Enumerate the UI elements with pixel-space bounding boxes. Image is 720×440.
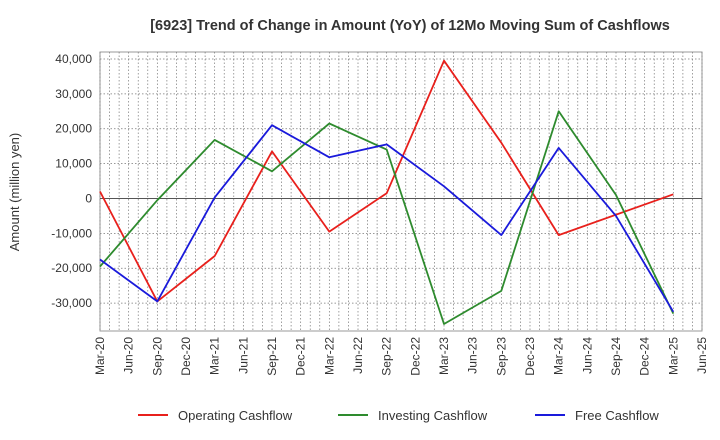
series-lines: [99, 59, 675, 325]
series-line-investing-cashflow: [99, 110, 675, 325]
x-tick-label: Sep-24: [609, 337, 623, 376]
y-tick-label: -20,000: [51, 261, 92, 275]
legend: Operating Cashflow Investing Cashflow Free…: [138, 408, 659, 423]
x-tick-label: Sep-20: [150, 337, 164, 376]
chart-title: [6923] Trend of Change in Amount (YoY) o…: [150, 18, 670, 34]
x-tick-label: Jun-20: [122, 337, 136, 374]
x-tick-label: Sep-23: [494, 337, 508, 376]
x-tick-labels: Mar-20 Jun-20 Sep-20 Dec-20 Mar-21 Jun-21 Sep-…: [93, 337, 709, 376]
x-tick-label: Jun-24: [580, 337, 594, 374]
x-tick-label: Dec-24: [638, 337, 652, 376]
x-tick-label: Dec-23: [523, 337, 537, 376]
y-axis-label: Amount (million yen): [7, 133, 22, 252]
y-tick-label: 0: [85, 191, 92, 205]
series-line-operating-cashflow: [99, 59, 674, 303]
x-tick-label: Jun-21: [236, 337, 250, 374]
x-tick-label: Jun-25: [695, 337, 709, 374]
y-tick-label: 40,000: [55, 52, 92, 66]
x-tick-label: Mar-25: [666, 337, 680, 375]
y-tick-label: 30,000: [55, 87, 92, 101]
y-tick-label: 20,000: [55, 122, 92, 136]
x-tick-label: Dec-21: [294, 337, 308, 376]
y-tick-label: -10,000: [51, 226, 92, 240]
x-tick-label: Sep-22: [380, 337, 394, 376]
x-tick-label: Mar-21: [208, 337, 222, 375]
legend-label: Investing Cashflow: [378, 408, 488, 423]
grid: [99, 51, 703, 332]
x-tick-label: Dec-20: [179, 337, 193, 376]
legend-label: Free Cashflow: [575, 408, 659, 423]
series-line-free-cashflow: [99, 124, 675, 313]
x-tick-label: Jun-23: [466, 337, 480, 374]
y-tick-label: -30,000: [51, 296, 92, 310]
x-tick-label: Mar-22: [322, 337, 336, 375]
x-tick-label: Jun-22: [351, 337, 365, 374]
legend-label: Operating Cashflow: [178, 408, 293, 423]
y-tick-labels: 40,000 30,000 20,000 10,000 0 -10,000 -20,000 -…: [51, 52, 92, 310]
x-tick-label: Sep-21: [265, 337, 279, 376]
x-tick-label: Mar-20: [93, 337, 107, 375]
y-tick-label: 10,000: [55, 157, 92, 171]
x-tick-label: Dec-22: [408, 337, 422, 376]
x-tick-label: Mar-24: [552, 337, 566, 375]
x-tick-label: Mar-23: [437, 337, 451, 375]
